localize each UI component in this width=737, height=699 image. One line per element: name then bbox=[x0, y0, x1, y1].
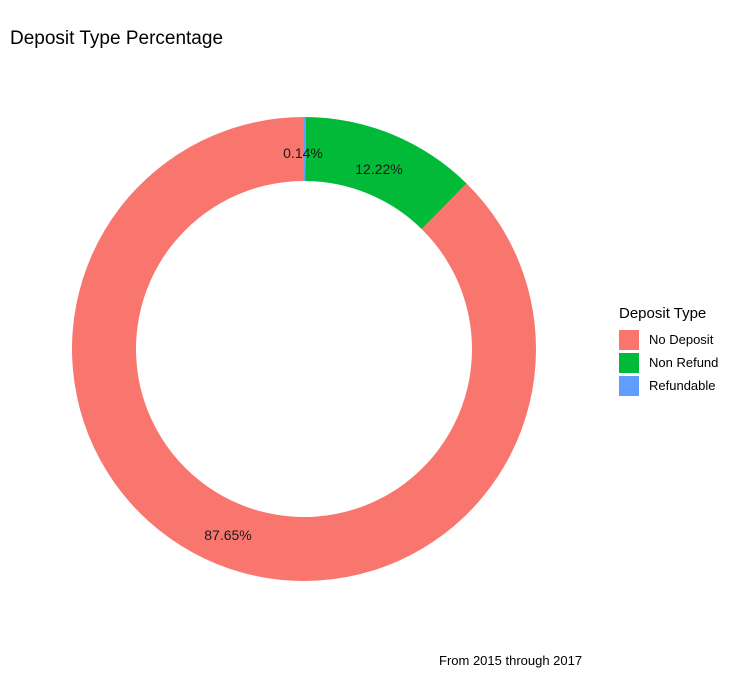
data-label-no-deposit: 87.65% bbox=[204, 527, 251, 543]
slice-no-deposit bbox=[71, 117, 536, 581]
legend-item-no-deposit: No Deposit bbox=[619, 328, 718, 351]
data-label-non-refund: 12.22% bbox=[355, 161, 402, 177]
chart-title: Deposit Type Percentage bbox=[10, 28, 224, 49]
legend-key-refundable bbox=[619, 375, 639, 396]
legend-key-non-refund bbox=[619, 352, 639, 373]
legend: Deposit Type No Deposit Non Refund Refun… bbox=[619, 305, 718, 397]
slice-non-refund bbox=[305, 117, 467, 230]
legend-item-non-refund: Non Refund bbox=[619, 351, 718, 374]
chart-caption: From 2015 through 2017 bbox=[439, 653, 583, 668]
data-label-refundable: 0.14% bbox=[283, 145, 323, 161]
legend-item-refundable: Refundable bbox=[619, 374, 718, 397]
legend-label-refundable: Refundable bbox=[649, 378, 716, 393]
legend-label-no-deposit: No Deposit bbox=[649, 332, 714, 347]
legend-title: Deposit Type bbox=[619, 305, 707, 322]
donut-slices bbox=[71, 117, 536, 581]
legend-label-non-refund: Non Refund bbox=[649, 355, 719, 370]
legend-key-no-deposit bbox=[619, 329, 639, 350]
donut-labels: 0.14% 12.22% 87.65% bbox=[204, 145, 402, 543]
slice-refundable bbox=[304, 117, 307, 182]
